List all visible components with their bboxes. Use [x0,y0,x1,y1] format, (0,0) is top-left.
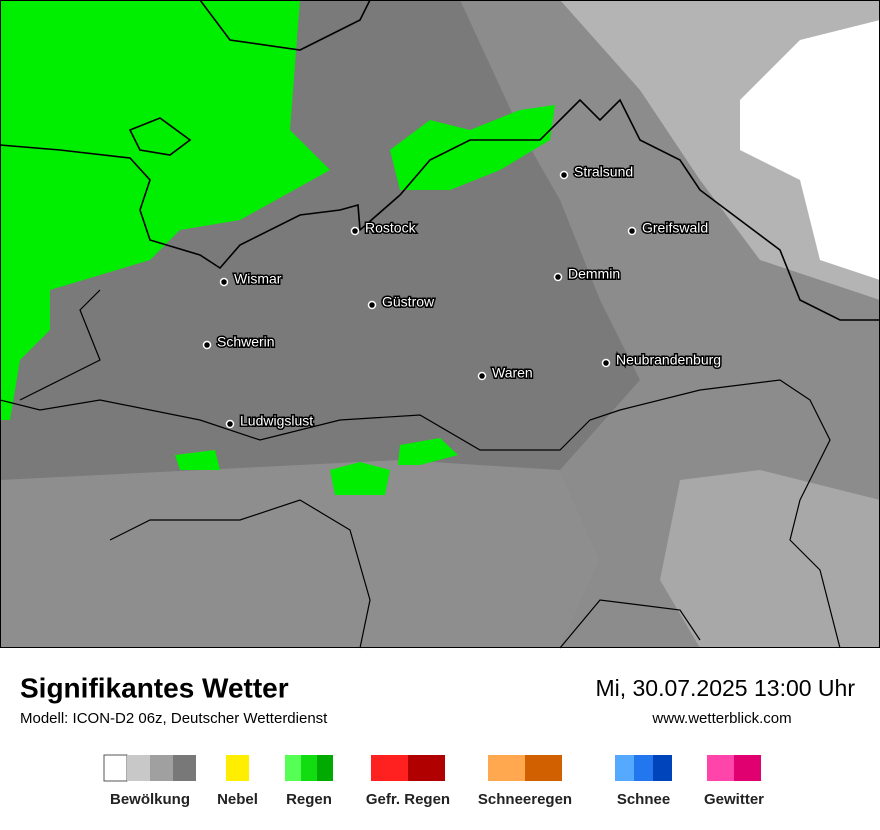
city-dot [601,358,611,368]
city-dot [627,226,637,236]
city-dot [350,226,360,236]
city-label: Güstrow [382,294,435,310]
city-label: Greifswald [642,220,708,236]
legend-swatch [301,755,317,781]
city-label: Demmin [568,266,620,282]
legend-label: Gefr. Regen [366,791,450,808]
subtitle: Modell: ICON-D2 06z, Deutscher Wetterdie… [20,710,328,727]
city-label: Neubrandenburg [616,352,721,368]
legend-label: Gewitter [704,791,764,808]
legend-swatch [226,755,249,781]
legend-swatch [615,755,634,781]
coastline [0,98,880,321]
city-dot [559,170,569,180]
rain-area [0,0,330,420]
legend-swatch [371,755,408,781]
website: www.wetterblick.com [651,710,791,727]
city-dot [225,419,235,429]
city-layer: Stralsund Rostock Greifswald Wismar Demmin Gü… [202,162,723,430]
legend-label: Schneeregen [478,791,572,808]
city-label: Wismar [234,271,282,287]
legend-label: Schnee [617,791,670,808]
legend-label: Nebel [217,791,258,808]
legend-swatch [127,755,150,781]
legend-swatch [525,755,562,781]
legend: Bewölkung Nebel Regen Gefr. Regen Schneerege… [103,754,764,808]
cloud-clear [740,20,880,280]
city-label: Stralsund [574,164,633,180]
rain-area [390,105,555,190]
legend-swatch [488,755,525,781]
legend-swatch [173,755,196,781]
legend-swatch [634,755,653,781]
city-label: Schwerin [217,334,275,350]
city-label: Ludwigslust [240,413,313,429]
legend-swatch [317,755,333,781]
legend-label: Bewölkung [110,791,190,808]
rain-area [175,438,458,495]
legend-swatch [734,755,761,781]
legend-swatch [707,755,734,781]
legend-swatch [150,755,173,781]
datetime: Mi, 30.07.2025 13:00 Uhr [595,675,855,701]
city-dot [477,371,487,381]
map: Stralsund Rostock Greifswald Wismar Demmin Gü… [0,0,880,649]
legend-swatch [285,755,301,781]
cloud-medium [0,460,600,648]
cloud-light [660,470,880,648]
city-dot [367,300,377,310]
state-border [0,379,841,649]
title: Signifikantes Wetter [20,672,289,703]
city-dot [553,272,563,282]
city-label: Rostock [365,220,417,236]
city-label: Waren [492,365,533,381]
city-dot [202,340,212,350]
state-border [19,289,701,649]
legend-swatch [653,755,672,781]
city-dot [219,277,229,287]
legend-swatch [103,754,128,782]
legend-swatch [408,755,445,781]
coastline [128,0,371,156]
legend-label: Regen [286,791,332,808]
